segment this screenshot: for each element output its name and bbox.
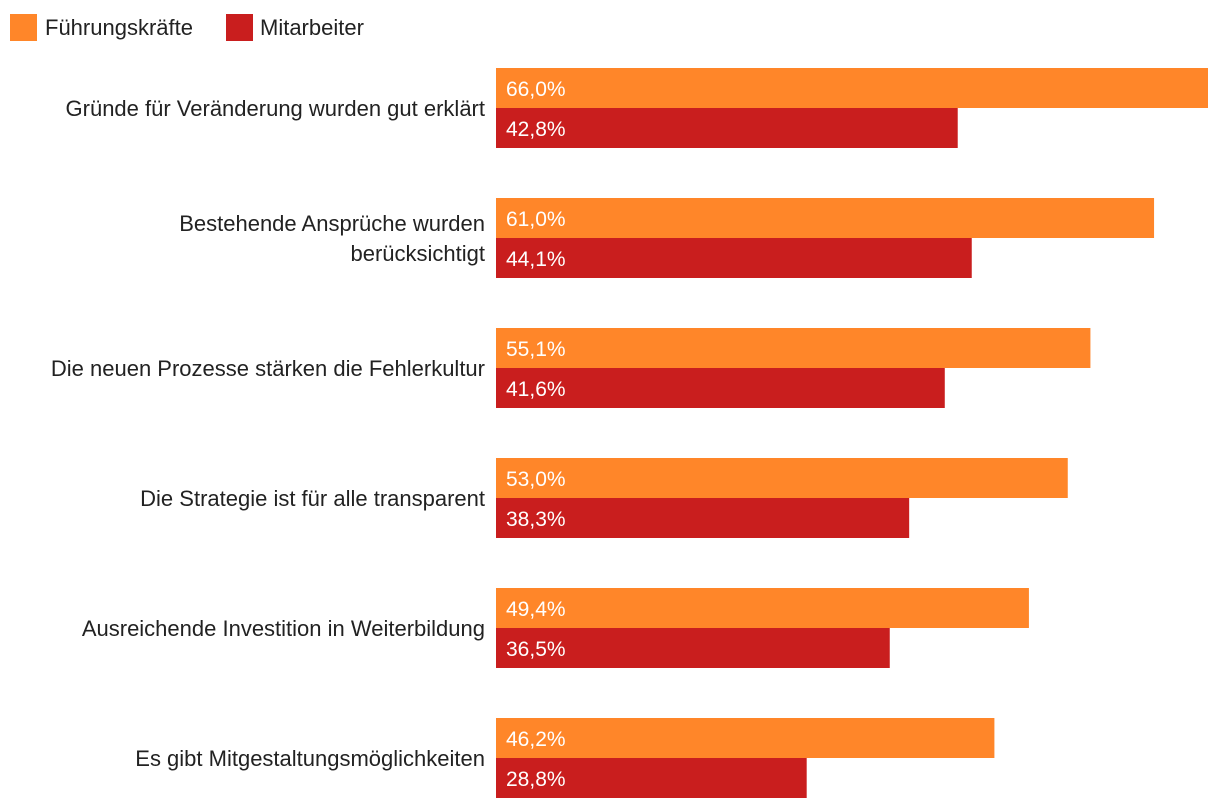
value-label-fuehrungskraefte-1: 66,0% (506, 78, 566, 101)
value-label-mitarbeiter-3: 41,6% (506, 378, 566, 401)
value-label-mitarbeiter-2: 44,1% (506, 248, 566, 271)
bar-mitarbeiter-6 (496, 758, 807, 798)
category-label-es-gibt-mitgestaltungsmoeglichkeiten: Es gibt Mitgestaltungsmöglichkeiten (135, 746, 485, 771)
bar-fuehrungskraefte-5 (496, 588, 1029, 628)
category-label-line: Ausreichende Investition in Weiterbildun… (82, 616, 485, 641)
bar-fuehrungskraefte-2 (496, 198, 1155, 238)
category-label-gruende-fuer-veraenderung-wurden-gut-erklaert: Gründe für Veränderung wurden gut erklär… (66, 96, 485, 121)
bar-mitarbeiter-2 (496, 238, 972, 278)
legend-swatch-fuehrungskraefte (10, 14, 37, 41)
legend-label-fuehrungskraefte: Führungskräfte (45, 15, 193, 40)
value-label-mitarbeiter-4: 38,3% (506, 508, 566, 531)
value-label-fuehrungskraefte-3: 55,1% (506, 338, 566, 361)
category-label-line: Es gibt Mitgestaltungsmöglichkeiten (135, 746, 485, 771)
bar-mitarbeiter-5 (496, 628, 890, 668)
bar-mitarbeiter-3 (496, 368, 945, 408)
value-label-mitarbeiter-6: 28,8% (506, 768, 566, 791)
category-label-line: Die neuen Prozesse stärken die Fehlerkul… (51, 356, 485, 381)
bar-mitarbeiter-4 (496, 498, 910, 538)
plot-area: Gründe für Veränderung wurden gut erklär… (51, 68, 1208, 798)
value-label-mitarbeiter-5: 36,5% (506, 638, 566, 661)
legend-label-mitarbeiter: Mitarbeiter (260, 15, 364, 40)
category-label-bestehende-ansprueche-wurden-beruecksichtigt: Bestehende Ansprüche wurden berücksichtig… (179, 211, 485, 266)
value-label-fuehrungskraefte-5: 49,4% (506, 598, 566, 621)
value-label-fuehrungskraefte-6: 46,2% (506, 728, 566, 751)
category-label-die-neuen-prozesse-staerken-die-fehlerkultur: Die neuen Prozesse stärken die Fehlerkul… (51, 356, 485, 381)
category-label-ausreichende-investition-in-weiterbildung: Ausreichende Investition in Weiterbildun… (82, 616, 485, 641)
value-label-fuehrungskraefte-4: 53,0% (506, 468, 566, 491)
bar-mitarbeiter-1 (496, 108, 958, 148)
bar-fuehrungskraefte-1 (496, 68, 1208, 108)
value-label-mitarbeiter-1: 42,8% (506, 118, 566, 141)
category-label-die-strategie-ist-fuer-alle-transparent: Die Strategie ist für alle transparent (140, 486, 485, 511)
value-label-fuehrungskraefte-2: 61,0% (506, 208, 566, 231)
bar-fuehrungskraefte-4 (496, 458, 1068, 498)
category-label-line: Bestehende Ansprüche wurden (179, 211, 485, 236)
bar-fuehrungskraefte-6 (496, 718, 995, 758)
legend-swatch-mitarbeiter (226, 14, 253, 41)
category-label-line: Gründe für Veränderung wurden gut erklär… (66, 96, 485, 121)
legend: Führungskräfte Mitarbeiter (10, 14, 364, 41)
bar-fuehrungskraefte-3 (496, 328, 1091, 368)
category-label-line: Die Strategie ist für alle transparent (140, 486, 485, 511)
category-label-line: berücksichtigt (350, 241, 485, 266)
